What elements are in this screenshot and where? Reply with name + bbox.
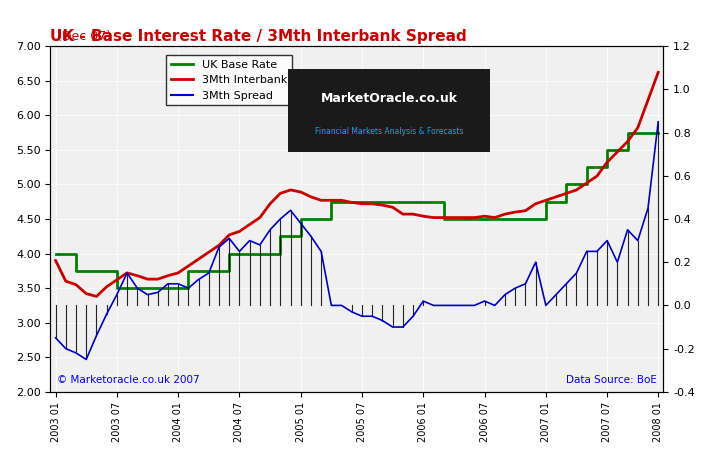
Text: MarketOracle.co.uk: MarketOracle.co.uk [321, 92, 458, 105]
Text: Financial Markets Analysis & Forecasts: Financial Markets Analysis & Forecasts [315, 127, 464, 136]
Text: (Dec 07): (Dec 07) [56, 30, 111, 43]
Legend: UK Base Rate, 3Mth Interbank, 3Mth Spread: UK Base Rate, 3Mth Interbank, 3Mth Sprea… [167, 55, 292, 105]
Text: © Marketoracle.co.uk 2007: © Marketoracle.co.uk 2007 [56, 375, 199, 385]
Text: UK - Base Interest Rate / 3Mth Interbank Spread: UK - Base Interest Rate / 3Mth Interbank… [50, 29, 467, 43]
Text: Data Source: BoE: Data Source: BoE [566, 375, 657, 385]
